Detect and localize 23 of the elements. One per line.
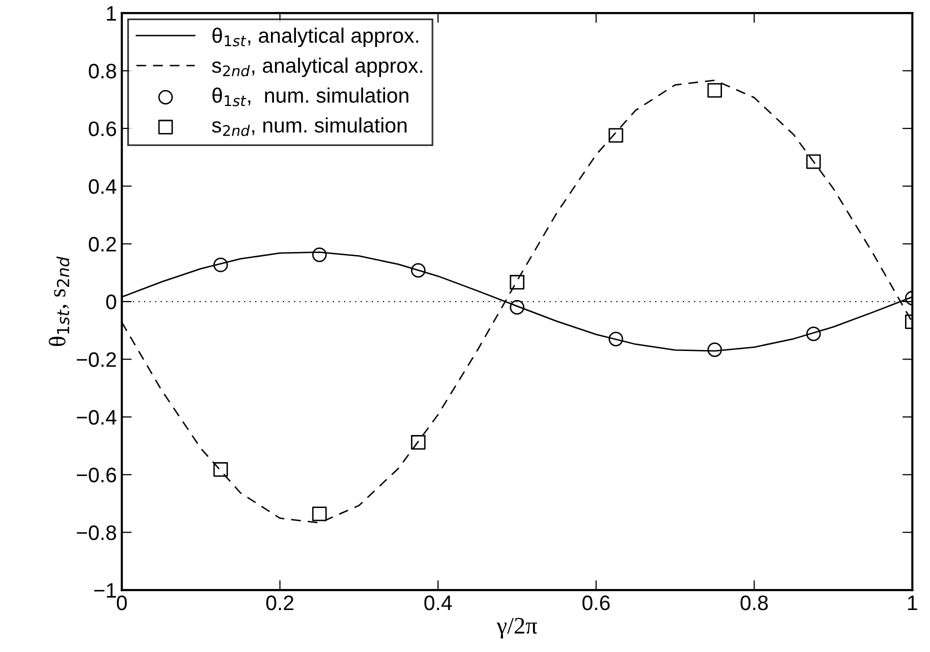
legend-label: θ$_{1st}$, analytical approx. xyxy=(212,28,418,48)
y-tick-label: 0.6 xyxy=(88,121,116,136)
y-tick-label: 1 xyxy=(106,6,116,21)
legend-label: s$_{2nd}$, analytical approx. xyxy=(212,58,422,78)
y-tick-label: −0.4 xyxy=(76,410,116,425)
y-tick-label: 0.8 xyxy=(88,64,116,78)
x-tick-label: 0.2 xyxy=(266,595,294,610)
legend-label: θ$_{1st}$, num. simulation xyxy=(212,88,408,106)
x-axis-title: γ/2π xyxy=(496,618,538,639)
y-tick-label: −0.8 xyxy=(76,525,116,540)
y-axis-title: θ$_{1st}$, s$_{2nd}$ xyxy=(48,256,70,346)
x-tick-label: 0.4 xyxy=(424,595,452,610)
y-tick-label: −1 xyxy=(94,583,116,598)
y-tick-label: 0 xyxy=(106,294,116,310)
x-tick-label: 0.8 xyxy=(740,595,768,610)
y-tick-label: 0.4 xyxy=(88,179,116,194)
x-tick-label: 0 xyxy=(116,595,127,610)
y-tick-label: 0.2 xyxy=(88,236,116,252)
x-tick-label: 0.6 xyxy=(582,595,610,610)
x-tick-label: 1 xyxy=(908,596,918,610)
y-tick-label: −0.2 xyxy=(76,352,116,368)
legend-label: s$_{2nd}$, num. simulation xyxy=(212,117,406,136)
y-tick-label: −0.6 xyxy=(76,468,116,482)
